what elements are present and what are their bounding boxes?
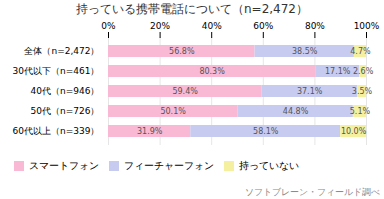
svg-text:60%: 60% [253,21,273,31]
html-text:持っている携帯電話について（n=2,472）: 持っている携帯電話について（n=2,472） [76,2,308,16]
svg-text:20%: 20% [150,21,170,31]
svg-text:3.5%: 3.5% [352,87,373,96]
svg-text:56.8%: 56.8% [169,47,195,56]
svg-text:31.9%: 31.9% [137,127,163,136]
svg-text:30代以下（n=461）: 30代以下（n=461） [13,66,100,76]
svg-text:80.3%: 80.3% [199,67,225,76]
svg-text:50代（n=726）: 50代（n=726） [31,106,100,116]
svg-text:60代以上（n=339）: 60代以上（n=339） [13,126,100,136]
svg-text:59.4%: 59.4% [172,87,198,96]
svg-text:10.0%: 10.0% [341,127,367,136]
svg-text:40代（n=946）: 40代（n=946） [31,86,100,96]
svg-text:44.8%: 44.8% [283,107,309,116]
svg-text:100%: 100% [354,21,380,31]
html-text:持っていない: 持っていない [239,159,299,171]
svg-text:50.1%: 50.1% [160,107,186,116]
svg-text:17.1%: 17.1% [325,67,351,76]
svg-text:38.5%: 38.5% [292,47,318,56]
svg-text:40%: 40% [202,21,222,31]
html-text:フィーチャーフォン: フィーチャーフォン [124,159,214,171]
svg-text:2.6%: 2.6% [353,67,374,76]
svg-text:0%: 0% [101,21,116,31]
svg-text:5.1%: 5.1% [350,107,371,116]
svg-text:37.1%: 37.1% [297,87,323,96]
svg-text:全体（n=2,472）: 全体（n=2,472） [24,46,99,56]
svg-text:4.7%: 4.7% [350,47,371,56]
svg-text:58.1%: 58.1% [253,127,279,136]
svg-text:80%: 80% [305,21,325,31]
html-text:スマートフォン: スマートフォン [29,159,99,171]
html-text:ソフトブレーン・フィールド調べ: ソフトブレーン・フィールド調べ [245,187,380,197]
